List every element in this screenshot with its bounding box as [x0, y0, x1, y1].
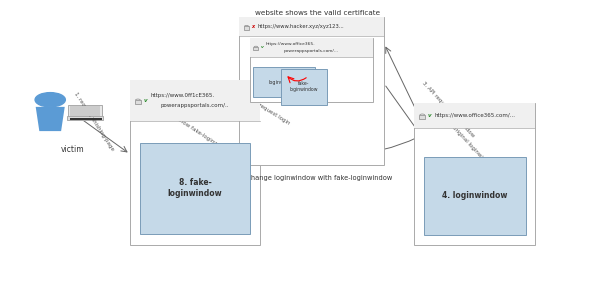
Text: 3. API request loginwindow: 3. API request loginwindow	[420, 81, 475, 139]
Circle shape	[35, 93, 65, 107]
Text: fake-
loginwindow: fake- loginwindow	[290, 81, 318, 92]
Bar	[140, 142, 250, 233]
Polygon shape	[36, 107, 65, 131]
Bar	[68, 105, 102, 117]
Text: powerappsportals.com/...: powerappsportals.com/...	[284, 49, 339, 53]
Bar	[244, 27, 249, 30]
Text: 4. loginwindow: 4. loginwindow	[442, 192, 508, 200]
Text: victim: victim	[60, 145, 85, 154]
Text: v: v	[143, 98, 147, 103]
Text: 2. redirect / request login: 2. redirect / request login	[229, 84, 291, 125]
Bar	[281, 68, 327, 105]
Bar	[70, 106, 100, 116]
Bar	[250, 38, 373, 101]
Text: https://www.office365.: https://www.office365.	[266, 42, 315, 46]
Text: 7. show fake-loginwindow: 7. show fake-loginwindow	[170, 113, 232, 156]
Text: loginwindow: loginwindow	[269, 80, 299, 85]
Bar	[130, 80, 260, 121]
Text: 1. request phishing-page: 1. request phishing-page	[73, 91, 116, 152]
Bar	[130, 80, 260, 245]
Text: 6. exchange loginwindow with fake-loginwindow: 6. exchange loginwindow with fake-loginw…	[231, 175, 392, 181]
Bar	[70, 118, 102, 120]
Text: v: v	[428, 113, 431, 118]
Bar	[239, 17, 384, 36]
Text: v: v	[261, 45, 264, 49]
Bar	[253, 67, 315, 97]
Bar	[239, 17, 384, 165]
Bar	[419, 115, 425, 119]
Bar	[253, 47, 258, 50]
Text: 5. API get original loginwindow: 5. API get original loginwindow	[432, 105, 494, 170]
Text: x: x	[252, 24, 255, 29]
Text: https://www.office365.com/...: https://www.office365.com/...	[435, 113, 516, 118]
Bar	[424, 157, 526, 235]
Bar	[414, 103, 535, 245]
Text: https://www.hacker.xyz/xyz123...: https://www.hacker.xyz/xyz123...	[257, 24, 344, 29]
Bar	[67, 116, 103, 120]
Bar	[414, 103, 535, 128]
Text: website shows the valid certificate: website shows the valid certificate	[255, 10, 380, 16]
Bar	[250, 38, 373, 57]
Text: powerappsportals.com/..: powerappsportals.com/..	[161, 103, 229, 108]
Bar	[135, 100, 141, 104]
Text: 8. fake-
loginwindow: 8. fake- loginwindow	[168, 178, 223, 198]
Text: https://www.0ff1cE365.: https://www.0ff1cE365.	[151, 93, 215, 98]
